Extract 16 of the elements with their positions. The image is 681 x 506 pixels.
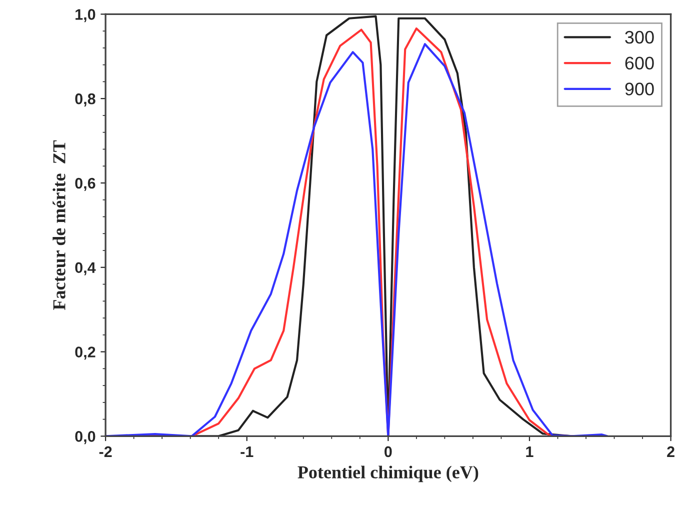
y-tick-label: 0,6	[75, 178, 96, 191]
x-tick-label: 2	[667, 446, 674, 457]
y-tick-label: 0,4	[75, 262, 96, 276]
y-tick-label: 1,0	[76, 9, 96, 22]
y-axis-title: Facteur de mérite ZT	[52, 140, 66, 310]
x-tick-label: -1	[240, 446, 254, 457]
y-tick-label: 0,2	[75, 346, 96, 360]
x-tick-label: 1	[526, 446, 534, 457]
legend-label: 600	[625, 56, 654, 70]
y-tick-label: 0,0	[75, 431, 96, 444]
y-tick-label: 0,8	[75, 93, 96, 106]
legend-label: 900	[625, 82, 654, 96]
x-tick-label: -2	[99, 446, 112, 457]
legend-label: 300	[625, 30, 654, 44]
x-tick-label: 0	[384, 446, 392, 458]
x-axis-title: Potentiel chimique (eV)	[298, 466, 478, 482]
